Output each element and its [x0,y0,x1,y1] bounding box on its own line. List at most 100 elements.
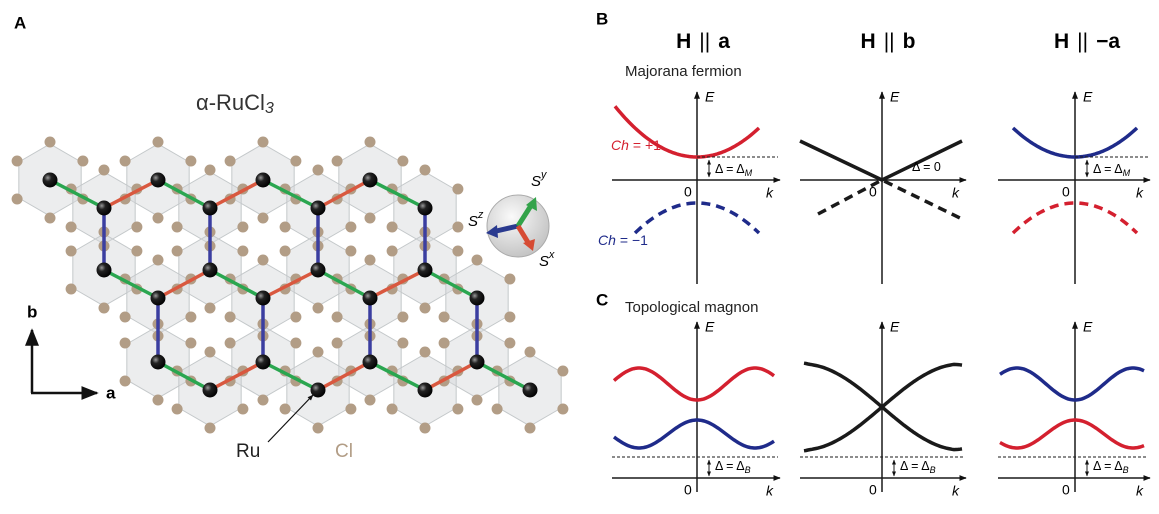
ru-atom [363,173,378,188]
axis-a-label: a [106,383,116,402]
panel-subtitle: Majorana fermion [625,63,742,80]
gap-label: Δ = ΔM [1093,162,1131,178]
cl-atom [99,165,110,176]
ru-atom [418,263,433,278]
material-title-main: α-RuCl [196,90,265,115]
cl-atom [420,303,431,314]
cl-atom [420,347,431,358]
chern-symbol: Ch [598,232,616,248]
header-field: H [1054,30,1069,53]
ru-atom [470,291,485,306]
cl-atom [397,338,408,349]
cl-atom [45,137,56,148]
cl-atom [420,423,431,434]
cl-atom [313,423,324,434]
spin-x-label-sup: x [548,249,555,261]
figure: Aα-RuCl3baRuClSzSySx BMajorana fermionCh… [0,0,1159,514]
cl-atom [365,395,376,406]
spin-z-label-sup: z [477,209,484,221]
header-direction: a [718,30,730,53]
origin-label: 0 [1062,184,1070,200]
gap-label: Δ = ΔM [715,162,753,178]
band-lower [818,180,960,218]
cl-atom [258,213,269,224]
cl-atom [557,404,568,415]
cl-atom [525,423,536,434]
ru-atom [43,173,58,188]
cl-atom [492,404,503,415]
gap-label: Δ = ΔB [1093,459,1129,475]
ru-atom [203,263,218,278]
cl-atom [185,312,196,323]
cl-atom [332,338,343,349]
cl-atom [99,303,110,314]
momentum-label: k [952,483,960,499]
cl-atom [205,303,216,314]
ru-label: Ru [236,441,260,462]
panel-label: C [596,290,608,309]
cl-atom [185,156,196,167]
cl-atom [332,312,343,323]
cl-atom [472,255,483,266]
gap-main: Δ = Δ [715,459,745,473]
energy-label: E [890,319,900,335]
gap-main: Δ = Δ [1093,459,1123,473]
momentum-label: k [1136,483,1144,499]
gap-main: Δ = Δ [1093,162,1123,176]
cl-atom [153,395,164,406]
ru-atom [363,355,378,370]
cl-atom [504,338,515,349]
cl-atom [313,165,324,176]
ru-atom [363,291,378,306]
ru-atom [203,383,218,398]
header-relation: || [699,30,710,53]
energy-label: E [1083,319,1093,335]
panel-a: Aα-RuCl3baRuClSzSySx [12,13,569,462]
cl-atom [205,347,216,358]
cl-atom [77,156,88,167]
spin-x-label-main: S [539,253,549,270]
momentum-label: k [766,185,774,201]
cl-label: Cl [335,441,353,462]
cl-atom [280,222,291,233]
axis-b-label: b [27,302,37,321]
cl-atom [120,376,131,387]
column-header: H||b [861,30,916,53]
cl-atom [120,338,131,349]
gap-label: Δ = 0 [912,160,941,174]
cl-atom [387,222,398,233]
gap-main: Δ = Δ [900,459,930,473]
origin-label: 0 [684,482,692,498]
cl-atom [153,137,164,148]
panel-subtitle: Topological magnon [625,299,758,316]
cl-atom [120,156,131,167]
cl-atom [258,395,269,406]
cl-atom [439,312,450,323]
cl-atom [280,246,291,257]
cl-atom [387,404,398,415]
band-upper [614,368,774,400]
cl-atom [365,255,376,266]
ru-atom [523,383,538,398]
cl-atom [345,222,356,233]
cl-atom [345,404,356,415]
cl-atom [66,222,77,233]
cl-atom [420,165,431,176]
cl-atom [258,137,269,148]
gap-sub: M [1123,168,1131,178]
cl-atom [237,246,248,257]
panel-label: A [14,13,26,32]
cl-atom [153,213,164,224]
cl-atom [66,284,77,295]
cl-atom [120,312,131,323]
spin-y-label: Sy [531,169,547,190]
ru-atom [97,201,112,216]
momentum-label: k [1136,185,1144,201]
ru-atom [151,173,166,188]
band-upper [1000,368,1144,400]
energy-label: E [705,319,715,335]
cl-atom [472,395,483,406]
cl-atom [452,404,463,415]
cl-atom [365,213,376,224]
